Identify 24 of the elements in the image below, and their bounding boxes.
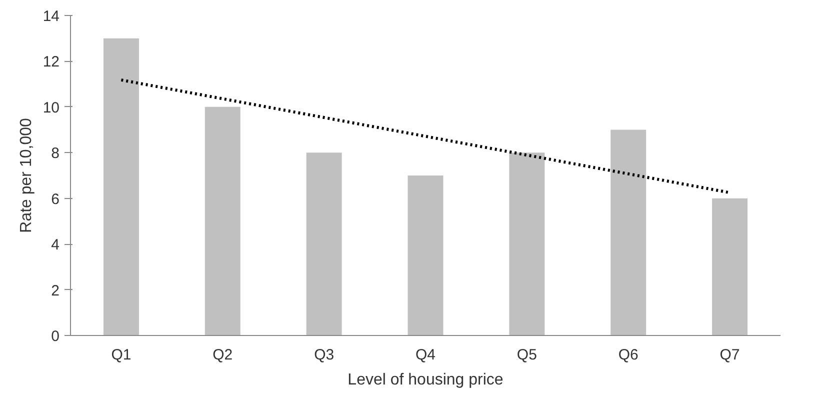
x-tick-label: Q2	[212, 346, 233, 364]
y-tick-label: 12	[42, 54, 60, 71]
y-tick-label: 14	[42, 8, 60, 25]
y-tick-label: 0	[51, 328, 60, 345]
x-tick-label: Q3	[314, 346, 334, 364]
bar	[306, 152, 342, 336]
bar	[204, 106, 240, 336]
y-tick-label: 4	[51, 236, 60, 254]
bar	[408, 176, 444, 336]
x-tick-label: Q5	[516, 346, 537, 364]
x-tick-label: Q6	[618, 346, 638, 364]
y-tick-label: 2	[51, 282, 60, 300]
bar	[509, 152, 545, 336]
x-tick-label: Q7	[720, 346, 740, 364]
y-axis-title: Rate per 10,000	[18, 118, 35, 233]
y-tick-label: 10	[42, 99, 60, 116]
x-tick-label: Q4	[415, 346, 436, 364]
bar	[103, 38, 139, 336]
bar	[712, 198, 748, 336]
y-tick-label: 8	[51, 145, 60, 162]
x-tick-label: Q1	[111, 346, 132, 364]
bar	[610, 130, 646, 336]
y-tick-label: 6	[51, 190, 60, 208]
x-axis-title: Level of housing price	[348, 372, 504, 388]
